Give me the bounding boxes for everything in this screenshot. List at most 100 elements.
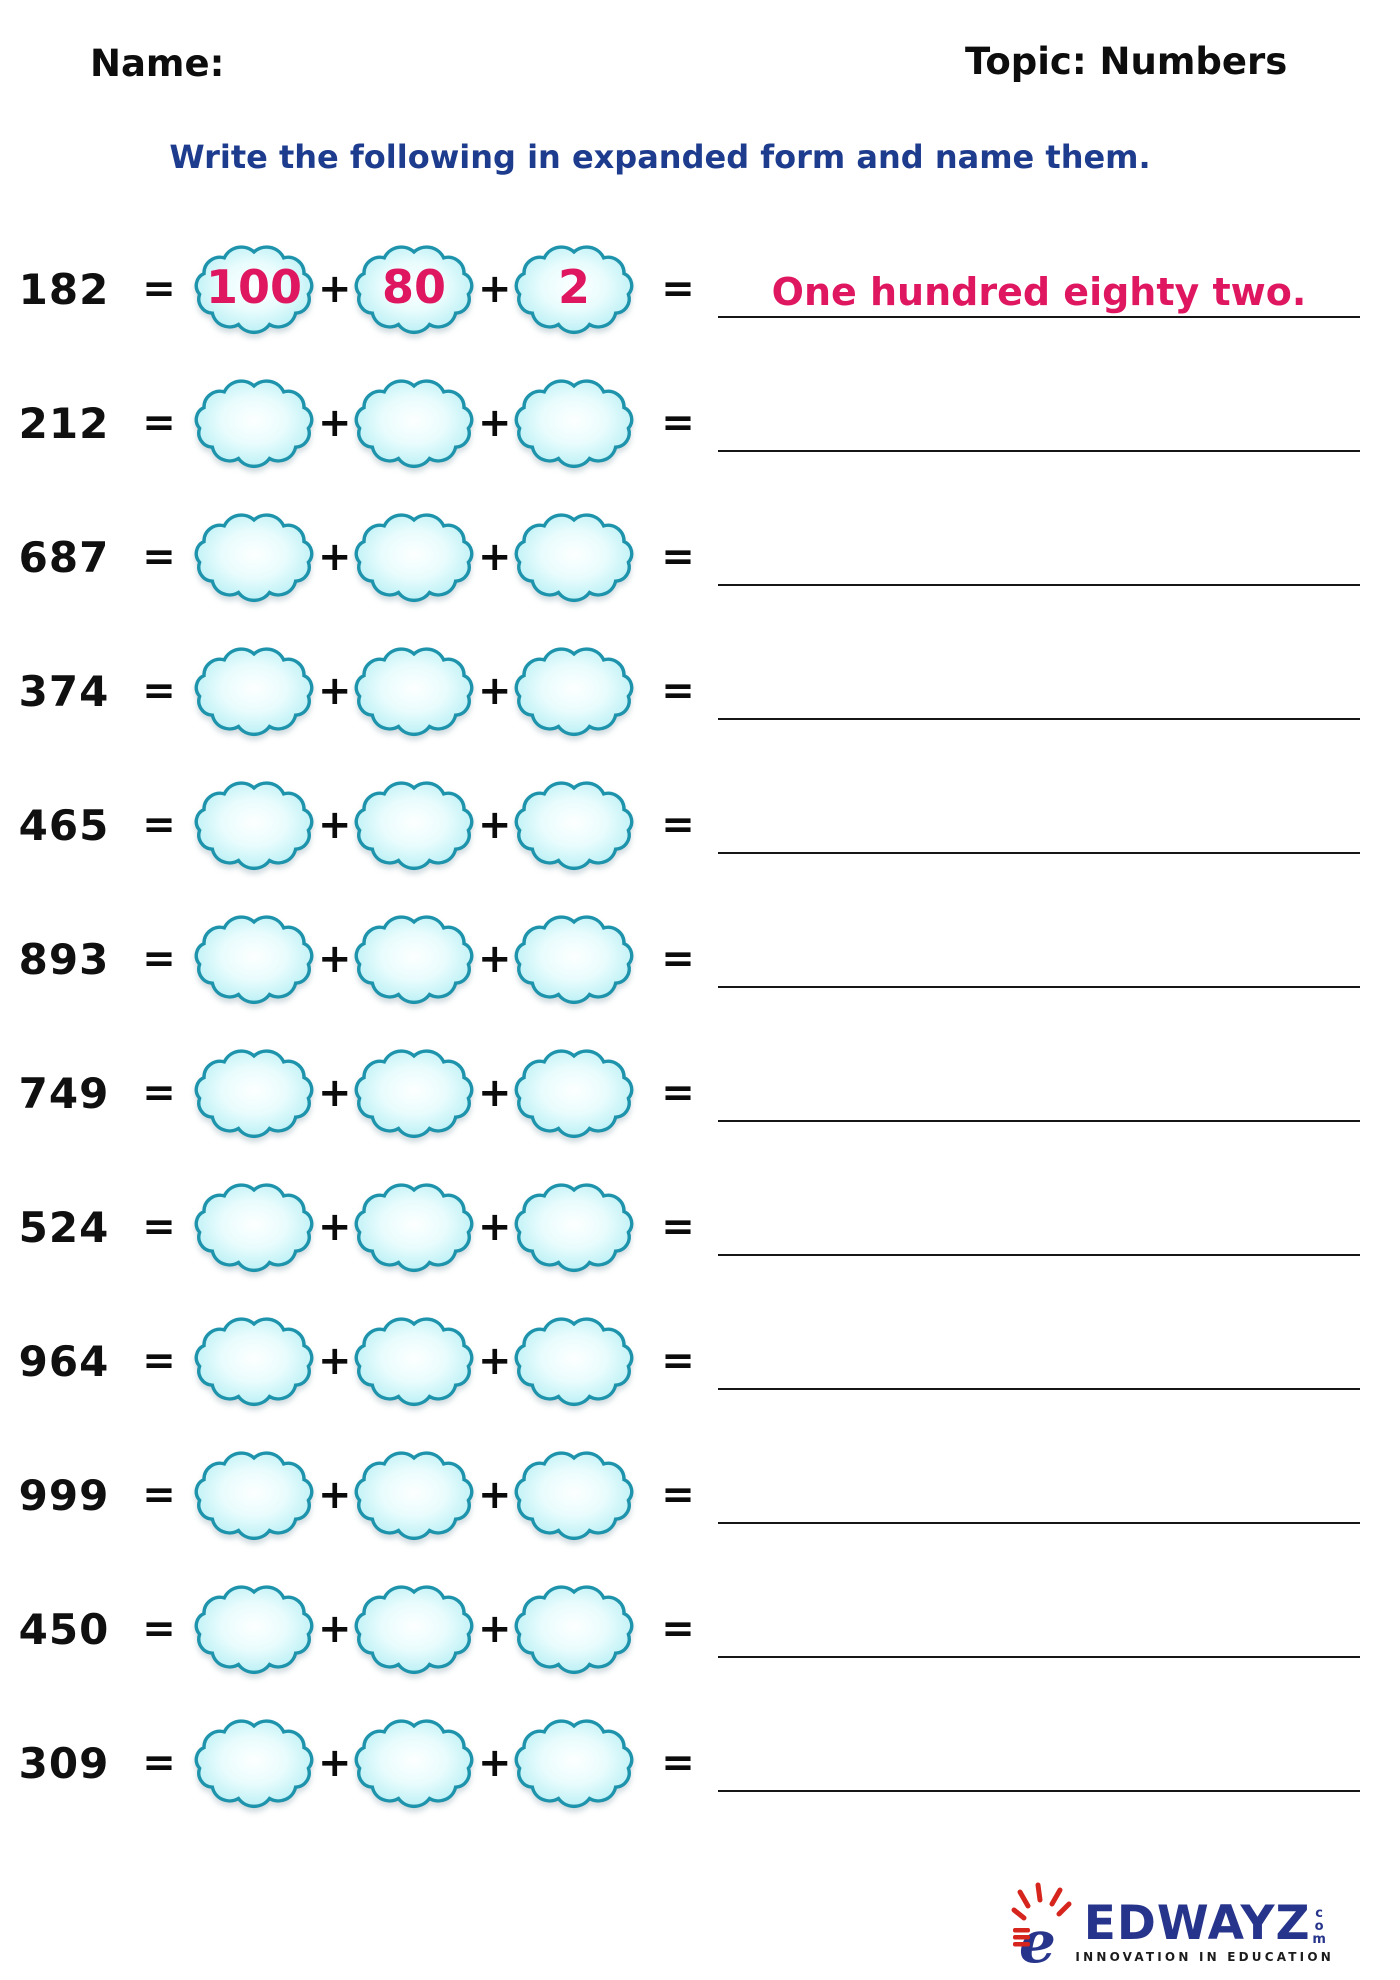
ones-cloud[interactable] [510,1449,638,1541]
number-name-field[interactable] [718,758,1360,892]
cloud-shape-icon [354,1049,474,1139]
ones-cloud[interactable] [510,1315,638,1407]
ones-cloud[interactable] [510,1583,638,1675]
hundreds-cloud[interactable] [190,1583,318,1675]
number-name-field[interactable]: One hundred eighty two. [718,222,1360,356]
number-name-field[interactable] [718,1696,1360,1830]
ones-cloud[interactable] [510,1717,638,1809]
hundreds-value [190,1717,318,1809]
number-name-field[interactable] [718,1160,1360,1294]
hundreds-cloud[interactable] [190,1047,318,1139]
ones-cloud[interactable] [510,1047,638,1139]
target-number: 893 [18,934,110,984]
cloud-shape-icon [194,781,314,871]
plus-sign: + [478,400,512,446]
tens-cloud[interactable] [350,1181,478,1273]
hundreds-value [190,1181,318,1273]
topic-label: Topic: Numbers [965,40,1288,83]
tens-value [350,1047,478,1139]
hundreds-cloud[interactable] [190,1449,318,1541]
ones-cloud[interactable]: 2 [510,243,638,335]
hundreds-cloud[interactable]: 100 [190,243,318,335]
plus-sign: + [318,1070,352,1116]
tens-cloud[interactable] [350,377,478,469]
cloud-shape-icon [354,647,474,737]
hundreds-value [190,511,318,603]
number-name-field[interactable] [718,624,1360,758]
plus-sign: + [318,1740,352,1786]
tens-value [350,1717,478,1809]
ones-cloud[interactable] [510,1181,638,1273]
cloud-shape-icon [354,1317,474,1407]
plus-sign: + [318,668,352,714]
tens-cloud[interactable] [350,779,478,871]
number-name-field[interactable] [718,892,1360,1026]
plus-sign: + [478,1338,512,1384]
equals-sign: = [661,802,695,848]
ones-cloud[interactable] [510,913,638,1005]
tens-cloud[interactable]: 80 [350,243,478,335]
hundreds-value [190,1583,318,1675]
tens-cloud[interactable] [350,645,478,737]
cloud-shape-icon [514,1719,634,1809]
equals-sign: = [661,534,695,580]
logo-brand-text: EDWAYZ [1083,1896,1311,1951]
worksheet-row: 964 = + + = [0,1294,1400,1428]
answer-line [718,1254,1360,1256]
plus-sign: + [318,266,352,312]
ones-cloud[interactable] [510,645,638,737]
cloud-shape-icon [514,379,634,469]
worksheet-row: 749 = + + = [0,1026,1400,1160]
hundreds-cloud[interactable] [190,377,318,469]
number-name-field[interactable] [718,356,1360,490]
tens-cloud[interactable] [350,1047,478,1139]
cloud-shape-icon [354,379,474,469]
hundreds-value [190,645,318,737]
target-number: 309 [18,1738,110,1788]
number-name-field[interactable] [718,490,1360,624]
hundreds-cloud[interactable] [190,645,318,737]
hundreds-cloud[interactable] [190,1181,318,1273]
tens-cloud[interactable] [350,1717,478,1809]
equals-sign: = [661,1606,695,1652]
equals-sign: = [142,1606,176,1652]
ones-value [510,511,638,603]
ones-cloud[interactable] [510,377,638,469]
tens-cloud[interactable] [350,1315,478,1407]
ones-value [510,779,638,871]
number-name-field[interactable] [718,1026,1360,1160]
target-number: 999 [18,1470,110,1520]
tens-value [350,779,478,871]
worksheet-row: 999 = + + = [0,1428,1400,1562]
target-number: 450 [18,1604,110,1654]
worksheet-row: 450 = + + = [0,1562,1400,1696]
hundreds-cloud[interactable] [190,511,318,603]
cloud-shape-icon [194,1317,314,1407]
number-name-field[interactable] [718,1428,1360,1562]
cloud-shape-icon [354,915,474,1005]
tens-cloud[interactable] [350,1583,478,1675]
hundreds-cloud[interactable] [190,1717,318,1809]
hundreds-cloud[interactable] [190,779,318,871]
tens-cloud[interactable] [350,1449,478,1541]
target-number: 964 [18,1336,110,1386]
answer-line [718,718,1360,720]
plus-sign: + [318,400,352,446]
plus-sign: + [478,668,512,714]
answer-line [718,450,1360,452]
equals-sign: = [142,1472,176,1518]
equals-sign: = [142,936,176,982]
number-name-field[interactable] [718,1294,1360,1428]
equals-sign: = [142,1740,176,1786]
tens-cloud[interactable] [350,913,478,1005]
cloud-shape-icon [354,245,474,335]
plus-sign: + [478,936,512,982]
ones-cloud[interactable] [510,511,638,603]
number-name-field[interactable] [718,1562,1360,1696]
hundreds-cloud[interactable] [190,1315,318,1407]
hundreds-cloud[interactable] [190,913,318,1005]
ones-cloud[interactable] [510,779,638,871]
number-name-answer: One hundred eighty two. [771,270,1307,314]
tens-value [350,1583,478,1675]
tens-cloud[interactable] [350,511,478,603]
